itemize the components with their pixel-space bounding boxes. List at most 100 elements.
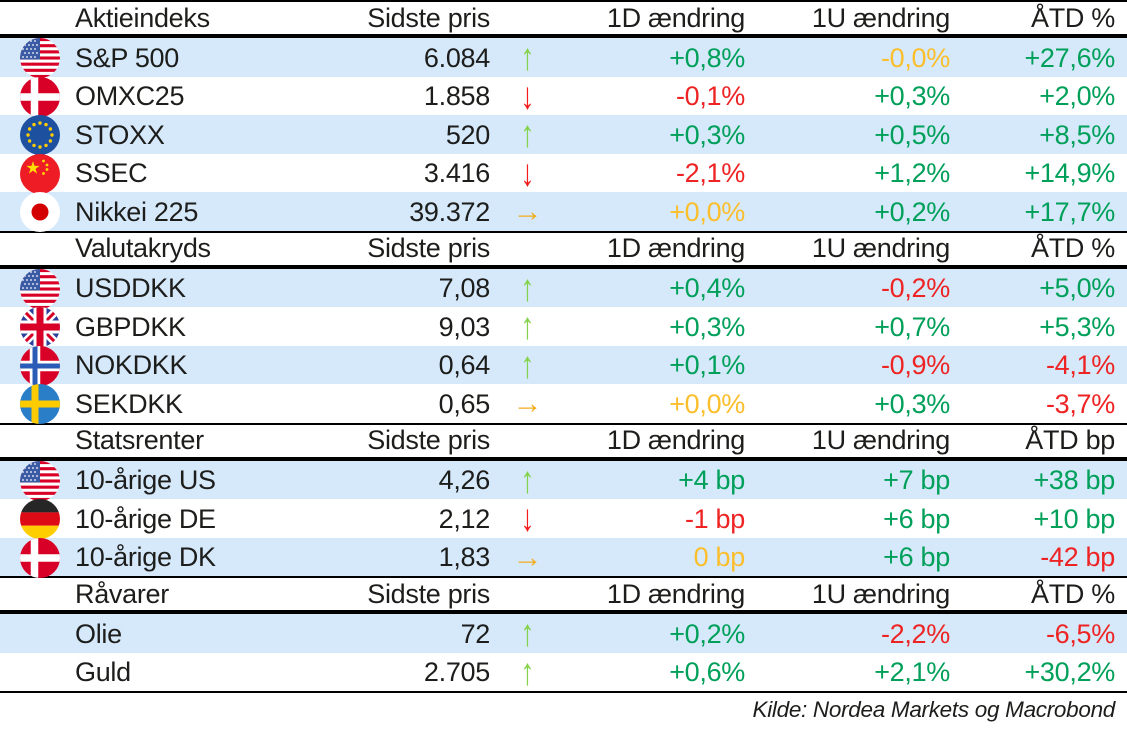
flag-cell	[0, 38, 75, 78]
change-ytd: +8,5%	[1039, 119, 1115, 150]
change-ytd: -6,5%	[1045, 618, 1115, 649]
source-note: Kilde: Nordea Markets og Macrobond	[752, 696, 1116, 722]
arrow-up-icon	[521, 462, 535, 500]
flag-cell	[0, 384, 75, 424]
change-1d: 0 bp	[693, 542, 746, 572]
flag-no-icon	[20, 345, 60, 386]
last-price: 9,03	[438, 311, 491, 342]
header-arrow-spacer	[490, 2, 565, 34]
arrow-up-icon	[521, 308, 535, 346]
col-header-1d: 1D ændring	[606, 2, 745, 33]
arrow-cell	[490, 346, 565, 386]
arrow-up-icon	[521, 347, 535, 385]
section-title: Råvarer	[75, 578, 169, 609]
flag-gb-icon	[20, 307, 60, 347]
table-row: SSEC 3.416 -2,1% +1,2% +14,9%	[0, 153, 1127, 194]
arrow-cell	[490, 538, 565, 578]
change-1d: +0,0%	[669, 388, 745, 419]
change-1u: -2,2%	[880, 618, 950, 649]
change-1d: +4 bp	[678, 465, 745, 495]
change-ytd: -4,1%	[1045, 350, 1115, 380]
section-rows: USDDKK 7,08 +0,4% -0,2% +5,0% GBPDKK 9,0…	[0, 268, 1127, 424]
table-row: 10-årige US 4,26 +4 bp +7 bp +38 bp	[0, 460, 1127, 501]
col-header-1u: 1U ændring	[811, 578, 950, 609]
change-ytd: -3,7%	[1045, 388, 1115, 419]
arrow-cell	[490, 154, 565, 194]
flag-icon	[20, 653, 60, 693]
col-header-1u: 1U ændring	[811, 425, 950, 455]
last-price: 6.084	[423, 42, 490, 73]
instrument-name: USDDKK	[75, 273, 186, 303]
arrow-cell	[490, 77, 565, 117]
table-row: Nikkei 225 39.372 +0,0% +0,2% +17,7%	[0, 192, 1127, 232]
col-header-price: Sidste pris	[367, 578, 490, 609]
arrow-up-icon	[521, 654, 535, 692]
instrument-name: NOKDKK	[75, 350, 188, 380]
change-1u: +0,7%	[874, 311, 950, 342]
table-row: Guld 2.705 +0,6% +2,1% +30,2%	[0, 653, 1127, 692]
table-row: SEKDKK 0,65 +0,0% +0,3% -3,7%	[0, 384, 1127, 424]
arrow-cell	[490, 653, 565, 693]
flag-cell	[0, 460, 75, 501]
flag-cell	[0, 307, 75, 347]
change-ytd: +5,0%	[1039, 273, 1115, 303]
section-title: Statsrenter	[75, 425, 204, 455]
arrow-right-icon	[513, 389, 543, 419]
section-rows: S&P 500 6.084 +0,8% -0,0% +27,6% OMXC25 …	[0, 38, 1127, 232]
change-1u: -0,0%	[880, 42, 950, 73]
change-ytd: +38 bp	[1033, 465, 1115, 495]
col-header-ytd: ÅTD %	[1030, 233, 1115, 263]
section-header-row: Valutakryds Sidste pris 1D ændring 1U æn…	[0, 233, 1127, 269]
flag-cell	[0, 499, 75, 539]
change-1u: +0,5%	[874, 119, 950, 150]
flag-de-icon	[20, 499, 60, 539]
flag-eu-icon	[20, 115, 60, 155]
arrow-cell	[490, 461, 565, 501]
arrow-cell	[490, 115, 565, 155]
change-1u: +2,1%	[874, 657, 950, 687]
col-header-price: Sidste pris	[367, 233, 490, 263]
table-row: OMXC25 1.858 -0,1% +0,3% +2,0%	[0, 76, 1127, 117]
arrow-right-icon	[513, 543, 543, 573]
col-header-ytd: ÅTD %	[1030, 2, 1115, 33]
arrow-cell	[490, 38, 565, 78]
instrument-name: OMXC25	[75, 81, 185, 111]
change-1d: +0,3%	[669, 311, 745, 342]
section-header-row: Aktieindeks Sidste pris 1D ændring 1U æn…	[0, 2, 1127, 38]
change-1d: -0,1%	[675, 81, 745, 111]
change-ytd: +10 bp	[1033, 503, 1115, 534]
col-header-ytd: ÅTD bp	[1025, 425, 1115, 455]
instrument-name: 10-årige DE	[75, 503, 216, 534]
arrow-up-icon	[521, 116, 535, 154]
section-rows: Olie 72 +0,2% -2,2% -6,5% Guld 2.705 +0,…	[0, 614, 1127, 691]
flag-cell	[0, 76, 75, 117]
header-arrow-spacer	[490, 233, 565, 265]
col-header-ytd: ÅTD %	[1030, 578, 1115, 609]
change-1u: -0,2%	[880, 273, 950, 303]
section-title: Valutakryds	[75, 233, 211, 263]
change-ytd: +27,6%	[1024, 42, 1115, 73]
instrument-name: Olie	[75, 618, 122, 649]
last-price: 7,08	[438, 273, 491, 303]
flag-us-icon	[20, 460, 60, 501]
col-header-1d: 1D ændring	[606, 425, 745, 455]
instrument-name: GBPDKK	[75, 311, 186, 342]
flag-jp-icon	[20, 192, 60, 232]
instrument-name: STOXX	[75, 119, 165, 150]
table-row: 10-årige DE 2,12 -1 bp +6 bp +10 bp	[0, 499, 1127, 539]
change-1u: +0,3%	[874, 388, 950, 419]
last-price: 0,65	[438, 388, 491, 419]
last-price: 1.858	[423, 81, 490, 111]
change-ytd: -42 bp	[1040, 542, 1115, 572]
change-1d: -2,1%	[675, 158, 745, 188]
arrow-cell	[490, 499, 565, 539]
last-price: 520	[445, 119, 490, 150]
last-price: 1,83	[438, 542, 491, 572]
instrument-name: Guld	[75, 657, 131, 687]
arrow-cell	[490, 307, 565, 347]
change-1d: +0,2%	[669, 618, 745, 649]
change-1u: +7 bp	[883, 465, 950, 495]
arrow-cell	[490, 192, 565, 232]
flag-cell	[0, 653, 75, 693]
flag-cn-icon	[20, 153, 60, 194]
